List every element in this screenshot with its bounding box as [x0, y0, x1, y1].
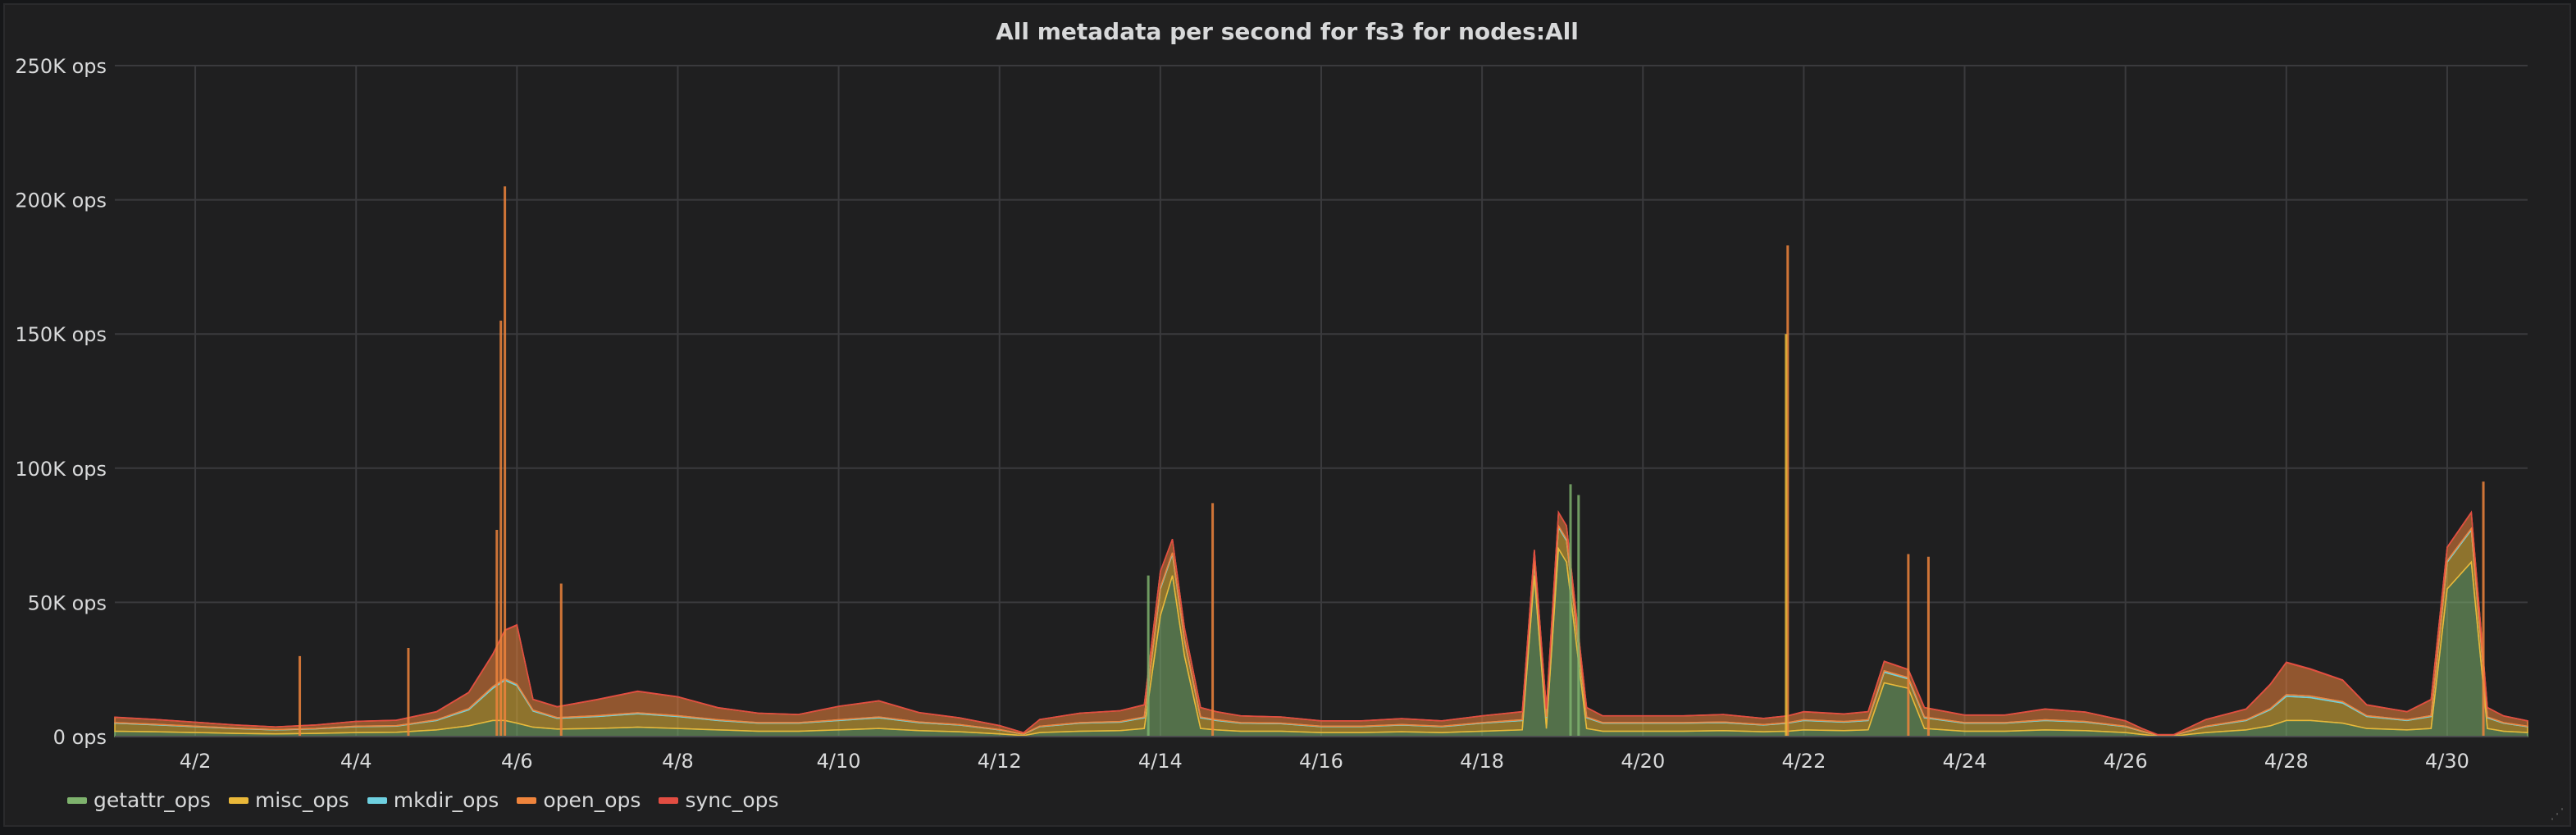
legend-item-sync_ops[interactable]: sync_ops [659, 788, 779, 812]
legend-label: getattr_ops [93, 788, 211, 812]
x-tick-label: 4/26 [2104, 750, 2148, 773]
y-tick-label: 50K ops [28, 591, 107, 614]
x-tick-label: 4/6 [501, 750, 533, 773]
legend-swatch [67, 796, 87, 804]
y-tick-label: 250K ops [15, 55, 107, 78]
legend-item-mkdir_ops[interactable]: mkdir_ops [367, 788, 499, 812]
legend-swatch [659, 796, 679, 804]
panel-title: All metadata per second for fs3 for node… [996, 18, 1579, 45]
x-tick-label: 4/24 [1943, 750, 1987, 773]
y-tick-label: 150K ops [15, 323, 107, 346]
y-tick-label: 100K ops [15, 458, 107, 481]
y-tick-label: 200K ops [15, 189, 107, 212]
legend-swatch [367, 796, 387, 804]
legend-swatch [228, 796, 248, 804]
legend-item-getattr_ops[interactable]: getattr_ops [67, 788, 211, 812]
x-tick-label: 4/18 [1460, 750, 1504, 773]
legend-label: open_ops [543, 788, 641, 812]
x-tick-label: 4/4 [340, 750, 372, 773]
y-tick-label: 0 ops [53, 726, 107, 749]
legend-item-misc_ops[interactable]: misc_ops [228, 788, 349, 812]
x-tick-label: 4/8 [662, 750, 694, 773]
legend-swatch [517, 796, 537, 804]
x-tick-label: 4/30 [2425, 750, 2469, 773]
x-tick-label: 4/14 [1138, 750, 1183, 773]
x-tick-label: 4/20 [1621, 750, 1665, 773]
x-tick-label: 4/22 [1781, 750, 1826, 773]
x-tick-label: 4/28 [2264, 750, 2309, 773]
x-tick-label: 4/16 [1299, 750, 1343, 773]
legend-label: misc_ops [254, 788, 349, 812]
legend-label: sync_ops [685, 788, 779, 812]
chart-plot-area: 0 ops 50K ops 100K ops 150K ops 200K ops 250K… [15, 55, 2528, 773]
x-tick-label: 4/12 [978, 750, 1022, 773]
legend-item-open_ops[interactable]: open_ops [517, 788, 641, 812]
chart-legend: getattr_ops misc_ops mkdir_ops open_ops sync… [67, 788, 779, 812]
x-tick-label: 4/10 [817, 750, 861, 773]
x-tick-label: 4/2 [180, 750, 212, 773]
series-area-sync_ops [114, 509, 2528, 736]
resize-handle-icon[interactable]: ⋰ [2550, 805, 2565, 823]
legend-label: mkdir_ops [393, 788, 499, 812]
graph-panel: All metadata per second for fs3 for node… [3, 3, 2571, 827]
